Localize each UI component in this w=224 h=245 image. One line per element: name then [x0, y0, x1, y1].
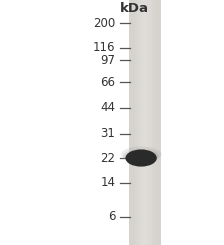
Text: 97: 97	[100, 53, 115, 67]
Text: 66: 66	[100, 75, 115, 89]
Text: 200: 200	[93, 17, 115, 30]
Bar	[129, 0, 161, 245]
Text: 22: 22	[100, 151, 115, 165]
Text: 31: 31	[101, 127, 115, 140]
Ellipse shape	[125, 149, 157, 167]
Text: 14: 14	[100, 176, 115, 189]
Text: 6: 6	[108, 210, 115, 223]
Text: 116: 116	[93, 41, 115, 54]
Ellipse shape	[121, 147, 162, 162]
Text: 44: 44	[100, 101, 115, 114]
Ellipse shape	[123, 149, 159, 163]
Text: kDa: kDa	[120, 2, 149, 15]
